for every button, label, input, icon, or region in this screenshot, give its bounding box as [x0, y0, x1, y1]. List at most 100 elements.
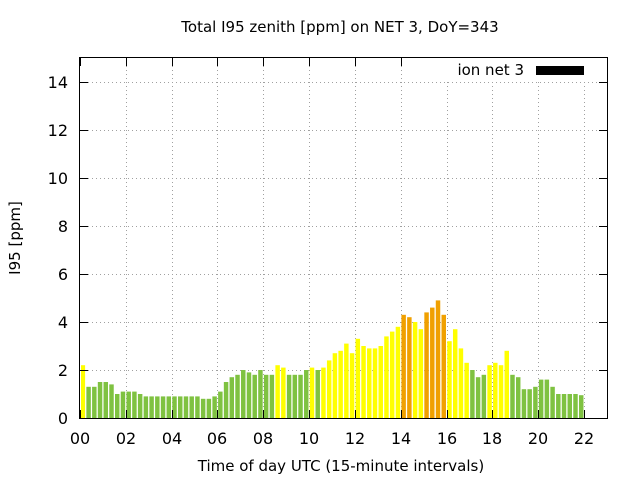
bar: [229, 377, 235, 418]
bar: [452, 329, 458, 418]
bar: [498, 365, 504, 418]
bar: [367, 348, 372, 418]
bar: [223, 382, 229, 418]
bar: [510, 374, 515, 418]
bar: [430, 307, 435, 418]
tick-marks: [80, 58, 607, 419]
x-tick-label: 02: [116, 429, 136, 448]
grid-lines: [80, 58, 607, 418]
x-tick-label: 22: [574, 429, 594, 448]
bar: [372, 348, 378, 418]
bar: [556, 394, 561, 418]
y-tick-label: 14: [48, 73, 68, 92]
bar: [321, 367, 326, 418]
y-tick-label: 2: [58, 361, 68, 380]
bar: [200, 398, 206, 418]
x-tick-label: 16: [437, 429, 457, 448]
bar: [269, 374, 275, 418]
y-tick-label: 6: [58, 265, 68, 284]
bar: [349, 353, 355, 418]
y-tick-label: 10: [48, 169, 68, 188]
bar: [458, 348, 464, 418]
bar: [258, 370, 263, 418]
bars: [81, 300, 584, 418]
bar: [332, 353, 338, 418]
y-tick-label: 4: [58, 313, 68, 332]
bar: [315, 370, 320, 418]
x-tick-label: 06: [207, 429, 227, 448]
x-tick-label: 14: [391, 429, 411, 448]
bar: [470, 370, 475, 418]
bar: [481, 374, 487, 418]
bar: [464, 362, 469, 418]
bar: [241, 370, 246, 418]
bar: [235, 374, 240, 418]
bar: [212, 396, 217, 418]
y-axis-label: I95 [ppm]: [6, 201, 24, 275]
bar: [172, 396, 177, 418]
bar: [195, 396, 200, 418]
bar: [166, 396, 172, 418]
bar: [286, 374, 292, 418]
bar: [550, 386, 555, 418]
bar: [86, 386, 91, 418]
bar: [338, 350, 343, 418]
bar: [155, 396, 160, 418]
bar: [160, 396, 166, 418]
bar: [493, 362, 498, 418]
bar: [578, 395, 584, 418]
bar: [178, 396, 183, 418]
bar: [103, 382, 109, 418]
bar: [183, 396, 189, 418]
x-tick-label: 08: [253, 429, 273, 448]
bar: [533, 386, 538, 418]
y-tick-label: 12: [48, 121, 68, 140]
bar: [447, 341, 452, 418]
bar: [115, 394, 120, 418]
bar: [401, 314, 406, 418]
bar: [304, 370, 309, 418]
bar: [109, 384, 114, 418]
bar: [252, 374, 257, 418]
bar: [298, 374, 303, 418]
bar: [441, 314, 446, 418]
bar: [521, 389, 527, 418]
bar: [281, 367, 286, 418]
bar: [143, 396, 149, 418]
bar: [527, 389, 532, 418]
bar: [120, 391, 126, 418]
bar: [132, 391, 137, 418]
bar: [538, 379, 544, 418]
y-tick-label: 8: [58, 217, 68, 236]
legend-swatch: [536, 66, 584, 75]
bar: [418, 329, 424, 418]
bar: [137, 394, 143, 418]
bar: [275, 365, 280, 418]
x-axis-label: Time of day UTC (15-minute intervals): [197, 457, 484, 475]
bar: [395, 326, 401, 418]
x-tick-label: 00: [70, 429, 90, 448]
bar: [292, 374, 298, 418]
bar: [81, 365, 86, 418]
bar: [407, 317, 412, 418]
bar: [97, 382, 103, 418]
bar: [504, 350, 509, 418]
bar: [567, 394, 572, 418]
x-tick-label: 10: [299, 429, 319, 448]
bar: [326, 360, 332, 418]
bar: [573, 394, 578, 418]
bar: [92, 386, 97, 418]
plot-frame: [79, 57, 608, 419]
legend: ion net 3: [428, 58, 606, 82]
x-tick-label: 20: [528, 429, 548, 448]
x-tick-labels: 00 02 04 06 08 10 12 14 16 18 20 22: [70, 429, 594, 448]
bar: [544, 379, 550, 418]
bar: [246, 372, 252, 418]
bar: [412, 322, 418, 418]
bar: [218, 391, 223, 418]
x-tick-label: 12: [345, 429, 365, 448]
bar: [475, 377, 481, 418]
bar: [389, 331, 395, 418]
y-tick-label: 0: [58, 409, 68, 428]
